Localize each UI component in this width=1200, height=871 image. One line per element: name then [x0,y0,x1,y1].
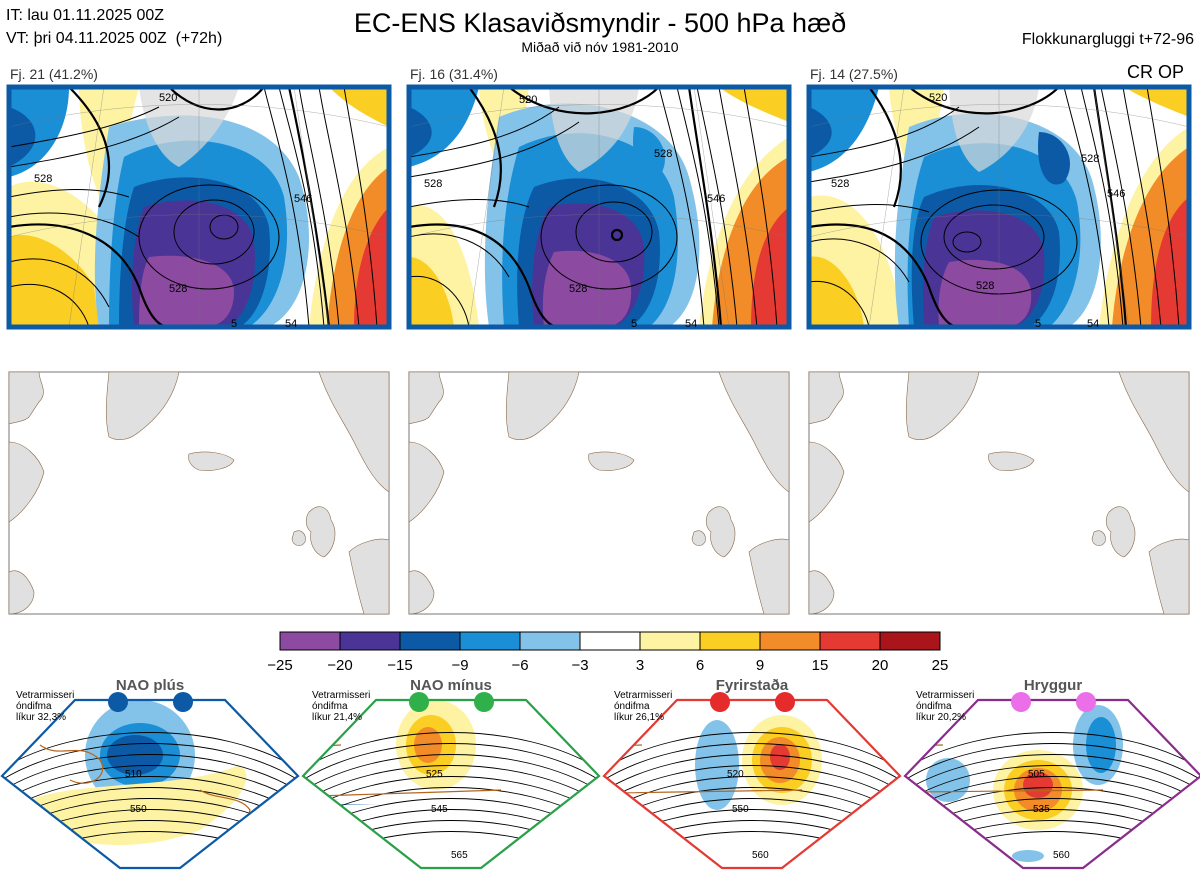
colorbar-tick-label: 6 [696,657,704,674]
colorbar-tick-label: 25 [932,657,949,674]
colorbar-tick-label: −25 [267,657,292,674]
cr-op-label: CR OP [1126,62,1184,82]
regime-dot [409,692,429,712]
contour-label: 528 [569,283,587,295]
contour-label: 528 [169,283,187,295]
contour-label: 54 [1087,318,1099,330]
regime-contour-label: 520 [727,769,744,780]
contour-label: 528 [34,173,52,185]
blank-map-1 [8,371,390,615]
colorbar-swatch [459,631,521,651]
contour-label: 546 [294,193,312,205]
cluster-map-1[interactable]: 520 528 546 528 5 54 [6,84,392,330]
regime-contour-label: 550 [732,804,749,815]
regime-dot [1076,692,1096,712]
colorbar-swatch [579,631,641,651]
contour-label: 520 [929,92,947,104]
regime-dot [173,692,193,712]
colorbar-swatch [399,631,461,651]
regime-contour-label: 545 [431,804,448,815]
regime-dot [775,692,795,712]
initial-time: IT: lau 01.11.2025 00Z [6,7,165,24]
colorbar-swatch [339,631,401,651]
regime-contour-label: 510 [125,769,142,780]
regime-note-2: Vetrarmisseri óndifma líkur 21,4% [312,690,371,723]
regime-dot [1011,692,1031,712]
blank-map-3 [808,371,1190,615]
contour-label: 54 [685,318,697,330]
regime-contour-label: 505 [1028,769,1045,780]
regime-map-3[interactable]: Fyrirstaða 520 550 560 [70,677,902,870]
blank-map-2 [408,371,790,615]
colorbar-swatch [699,631,761,651]
contour-label: 5 [631,318,637,330]
colorbar-swatch [279,631,341,651]
cluster-map-2[interactable]: 520 528 528 546 528 5 54 [406,84,792,330]
page-title: EC-ENS Klasaviðsmyndir - 500 hPa hæð [353,8,847,38]
colorbar-tick-label: −3 [571,657,588,674]
regime-title: Fyrirstaða [716,677,789,694]
contour-label: 528 [831,178,849,190]
colorbar-swatch [639,631,701,651]
colorbar-tick-label: 15 [812,657,829,674]
regime-note-1: Vetrarmisseri óndifma líkur 32,3% [16,690,75,723]
regime-contour-label: 525 [426,769,443,780]
regime-dot [108,692,128,712]
colorbar-tick-label: −6 [511,657,528,674]
colorbar-swatch [759,631,821,651]
contour-label: 528 [654,148,672,160]
cluster-map-3[interactable]: 520 528 528 546 528 5 54 [806,84,1192,330]
page-subtitle: Miðað við nóv 1981-2010 [521,39,679,55]
colorbar-tick-label: 20 [872,657,889,674]
regime-note-3: Vetrarmisseri óndifma líkur 26,1% [614,690,673,723]
contour-label: 520 [159,92,177,104]
regime-note-4: Vetrarmisseri óndifma líkur 20,2% [916,690,975,723]
colorbar-tick-label: −15 [387,657,412,674]
regime-dot [474,692,494,712]
contour-label: 5 [231,318,237,330]
colorbar-tick-label: 3 [636,657,644,674]
contour-label: 5 [1035,318,1041,330]
classification-window: Flokkunargluggi t+72-96 [1021,31,1194,48]
regime-title: NAO mínus [410,677,492,694]
contour-label: 528 [424,178,442,190]
regime-contour-label: 560 [1053,850,1070,861]
regime-dot [710,692,730,712]
colorbar-swatch [519,631,581,651]
colorbar-tick-label: −20 [327,657,352,674]
colorbar-tick-label: 9 [756,657,764,674]
regime-contour-label: 565 [451,850,468,861]
cluster-3-label: Fj. 14 (27.5%) [810,66,898,82]
regime-contour-label: 535 [1033,804,1050,815]
cluster-1-label: Fj. 21 (41.2%) [10,66,98,82]
colorbar-tick-label: −9 [451,657,468,674]
cluster-2-label: Fj. 16 (31.4%) [410,66,498,82]
regime-contour-label: 560 [752,850,769,861]
colorbar-swatch [819,631,881,651]
contour-label: 528 [976,280,994,292]
contour-label: 54 [285,318,297,330]
regime-contour-label: 550 [130,804,147,815]
colorbar-swatch [879,631,941,651]
contour-label: 546 [1107,188,1125,200]
contour-label: 528 [1081,153,1099,165]
colorbar: −25 −20 −15 −9 −6 −3 3 6 9 15 20 25 [267,631,949,674]
contour-label: 520 [519,94,537,106]
contour-label: 546 [707,193,725,205]
valid-time: VT: þri 04.11.2025 00Z (+72h) [6,30,223,47]
regime-title: NAO plús [116,677,184,694]
regime-title: Hryggur [1024,677,1083,694]
